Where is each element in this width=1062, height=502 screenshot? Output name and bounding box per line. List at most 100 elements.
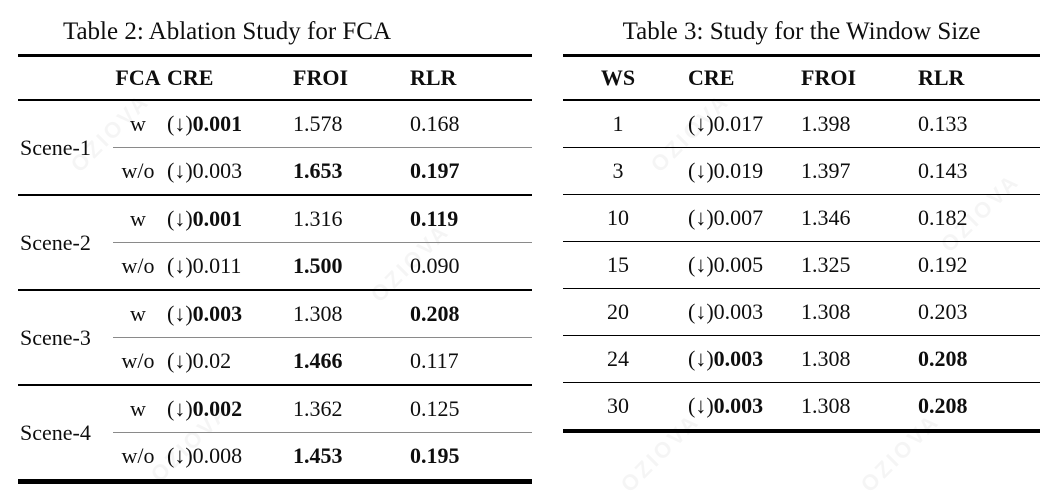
froi-cell: 1.316 xyxy=(293,206,343,231)
cre-cell: (↓)0.008 xyxy=(163,443,285,469)
fca-cell: w xyxy=(130,301,146,326)
cre-value: 0.003 xyxy=(192,158,243,183)
rlr-cell: 0.133 xyxy=(918,111,968,136)
down-arrow-icon: (↓) xyxy=(167,253,193,278)
cre-cell: (↓)0.002 xyxy=(163,396,285,422)
column-header-froi: FROI xyxy=(801,65,856,90)
scene-label: Scene-3 xyxy=(20,324,91,350)
down-arrow-icon: (↓) xyxy=(167,158,193,183)
fca-cell: w/o xyxy=(121,348,155,373)
column-header-cre: CRE xyxy=(167,65,214,90)
down-arrow-icon: (↓) xyxy=(167,301,193,326)
froi-cell: 1.308 xyxy=(801,299,851,324)
bottom-rule xyxy=(18,481,532,484)
rlr-cell: 0.192 xyxy=(918,252,968,277)
header-rule xyxy=(563,99,1040,101)
rlr-cell: 0.117 xyxy=(410,348,459,373)
column-header-rlr: RLR xyxy=(918,65,965,90)
row-divider xyxy=(113,242,532,243)
cre-value: 0.003 xyxy=(713,393,764,418)
rlr-cell: 0.203 xyxy=(918,299,968,324)
down-arrow-icon: (↓) xyxy=(167,443,193,468)
down-arrow-icon: (↓) xyxy=(688,299,714,324)
cre-cell: (↓)0.001 xyxy=(163,111,285,137)
header-rule xyxy=(18,99,532,101)
table-row: 3 (↓)0.019 1.397 0.143 xyxy=(563,148,1040,195)
cre-value: 0.008 xyxy=(192,443,243,468)
rlr-cell: 0.125 xyxy=(410,396,460,421)
froi-cell: 1.362 xyxy=(293,396,343,421)
cre-value: 0.02 xyxy=(192,348,232,373)
scene-group: Scene-2 w (↓)0.001 1.316 0.119 w/o (↓)0.… xyxy=(18,196,532,291)
cre-value: 0.003 xyxy=(192,301,243,326)
down-arrow-icon: (↓) xyxy=(688,111,714,136)
down-arrow-icon: (↓) xyxy=(688,393,714,418)
cre-cell: (↓)0.017 xyxy=(673,111,793,137)
scene-label: Scene-1 xyxy=(20,134,91,160)
table-row: w/o (↓)0.003 1.653 0.197 xyxy=(113,148,532,194)
scene-group: Scene-4 w (↓)0.002 1.362 0.125 w/o (↓)0.… xyxy=(18,386,532,481)
table-row: 1 (↓)0.017 1.398 0.133 xyxy=(563,101,1040,148)
fca-cell: w xyxy=(130,111,146,136)
rlr-cell: 0.208 xyxy=(918,346,968,371)
top-rule xyxy=(563,54,1040,57)
cre-value: 0.003 xyxy=(713,346,764,371)
table-row: w/o (↓)0.008 1.453 0.195 xyxy=(113,433,532,479)
froi-cell: 1.578 xyxy=(293,111,343,136)
rlr-cell: 0.168 xyxy=(410,111,460,136)
froi-cell: 1.346 xyxy=(801,205,851,230)
rlr-cell: 0.197 xyxy=(410,158,460,183)
cre-value: 0.017 xyxy=(713,111,764,136)
cre-cell: (↓)0.003 xyxy=(163,301,285,327)
row-divider xyxy=(113,337,532,338)
cre-cell: (↓)0.003 xyxy=(673,299,793,325)
column-header-rlr: RLR xyxy=(410,65,457,90)
rlr-cell: 0.195 xyxy=(410,443,460,468)
fca-cell: w xyxy=(130,396,146,421)
column-header-froi: FROI xyxy=(293,65,348,90)
column-header-cre: CRE xyxy=(688,65,735,90)
froi-cell: 1.397 xyxy=(801,158,851,183)
scene-group: Scene-1 w (↓)0.001 1.578 0.168 w/o (↓)0.… xyxy=(18,101,532,196)
ws-cell: 15 xyxy=(607,252,629,277)
down-arrow-icon: (↓) xyxy=(167,206,193,231)
cre-cell: (↓)0.007 xyxy=(673,205,793,231)
table-row: 10 (↓)0.007 1.346 0.182 xyxy=(563,195,1040,242)
table-row: 30 (↓)0.003 1.308 0.208 xyxy=(563,383,1040,430)
fca-cell: w/o xyxy=(121,253,155,278)
cre-value: 0.011 xyxy=(192,253,242,278)
froi-cell: 1.500 xyxy=(293,253,343,278)
cre-cell: (↓)0.005 xyxy=(673,252,793,278)
table3-header-row: WS CRE FROI RLR xyxy=(563,57,1040,99)
rlr-cell: 0.208 xyxy=(410,301,460,326)
down-arrow-icon: (↓) xyxy=(688,205,714,230)
ws-cell: 24 xyxy=(607,346,629,371)
cre-cell: (↓)0.003 xyxy=(673,346,793,372)
down-arrow-icon: (↓) xyxy=(688,346,714,371)
froi-cell: 1.308 xyxy=(801,346,851,371)
cre-value: 0.001 xyxy=(192,206,243,231)
table-row: w (↓)0.001 1.316 0.119 xyxy=(113,196,532,242)
cre-cell: (↓)0.02 xyxy=(163,348,285,374)
ws-cell: 3 xyxy=(612,158,624,183)
rlr-cell: 0.182 xyxy=(918,205,968,230)
scene-label: Scene-2 xyxy=(20,229,91,255)
rlr-cell: 0.208 xyxy=(918,393,968,418)
scene-label: Scene-4 xyxy=(20,419,91,445)
table-row: w/o (↓)0.02 1.466 0.117 xyxy=(113,338,532,384)
ws-cell: 30 xyxy=(607,393,629,418)
bottom-rule xyxy=(563,430,1040,433)
cre-value: 0.005 xyxy=(713,252,764,277)
table2-caption: Table 2: Ablation Study for FCA xyxy=(62,18,392,45)
froi-cell: 1.453 xyxy=(293,443,343,468)
down-arrow-icon: (↓) xyxy=(167,111,193,136)
cre-value: 0.002 xyxy=(192,396,243,421)
cre-value: 0.007 xyxy=(713,205,764,230)
table-row: w (↓)0.001 1.578 0.168 xyxy=(113,101,532,147)
froi-cell: 1.466 xyxy=(293,348,343,373)
fca-cell: w xyxy=(130,206,146,231)
cre-cell: (↓)0.019 xyxy=(673,158,793,184)
top-rule xyxy=(18,54,532,57)
table-row: 15 (↓)0.005 1.325 0.192 xyxy=(563,242,1040,289)
column-header-fca: FCA xyxy=(115,65,161,90)
